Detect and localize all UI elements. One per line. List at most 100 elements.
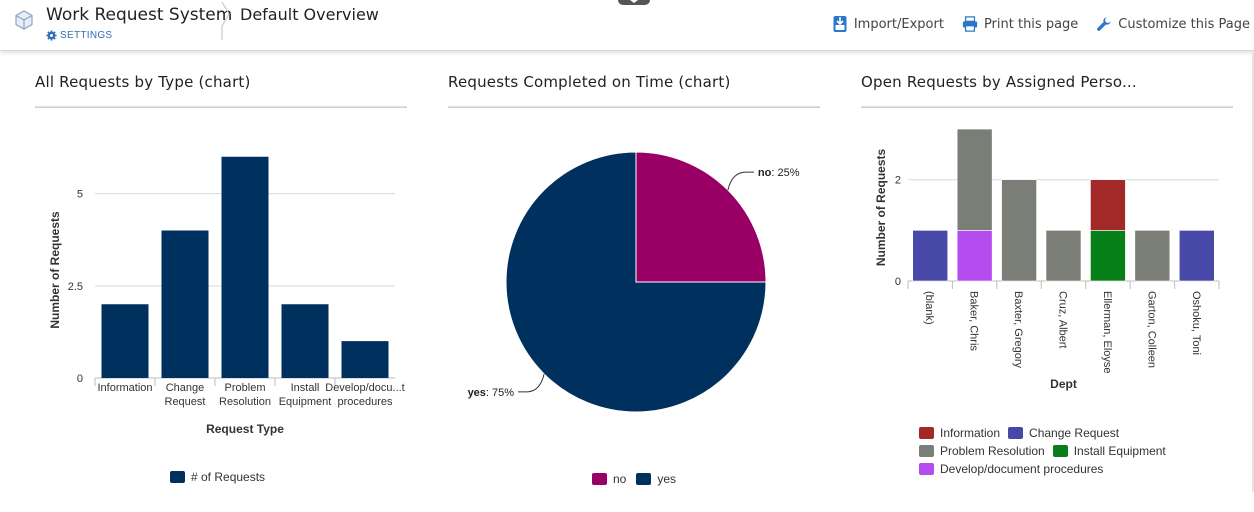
legend-label: yes <box>657 472 677 486</box>
collapse-header-tab[interactable] <box>618 0 650 5</box>
chart-legend: Information Change Request Problem Resolut… <box>919 426 1219 476</box>
x-tick-label: Problem <box>225 382 266 394</box>
legend-swatch <box>919 427 934 439</box>
chart-completed-on-time: no: 25% yes: 75% <box>468 151 800 413</box>
bar-segment <box>956 128 993 231</box>
x-tick-label: Ellerman, Eloyse <box>1101 291 1113 374</box>
chart-legend: no yes <box>592 472 676 486</box>
bar <box>341 341 389 378</box>
x-tick-label: Equipment <box>279 396 332 408</box>
bar <box>101 304 149 378</box>
panel-title: All Requests by Type (chart) <box>35 73 251 91</box>
x-tick-label: Develop/docu...t <box>325 382 405 394</box>
app-title[interactable]: Work Request System <box>46 5 233 25</box>
y-tick-label: 2.5 <box>68 281 83 293</box>
pie-label-name: yes <box>468 387 486 399</box>
pie-label-percent: : 75% <box>486 387 514 399</box>
legend-label: Information <box>940 426 1001 440</box>
pie-slice <box>635 151 767 283</box>
import-export-icon <box>833 16 847 32</box>
settings-label: SETTINGS <box>60 30 113 41</box>
wrench-icon <box>1097 17 1111 31</box>
bar-segment <box>1001 179 1037 282</box>
legend-item[interactable]: yes <box>636 472 676 486</box>
import-export-button[interactable]: Import/Export <box>832 15 944 33</box>
x-axis-title: Dept <box>1050 377 1077 391</box>
x-tick-label: Cruz, Albert <box>1057 291 1069 348</box>
bar-segment <box>1045 230 1082 282</box>
scrollbar-track[interactable] <box>1252 52 1254 492</box>
panel-title: Requests Completed on Time (chart) <box>448 73 731 91</box>
x-tick-label: procedures <box>337 396 393 408</box>
legend-swatch <box>170 471 185 483</box>
panel-title: Open Requests by Assigned Perso... <box>861 73 1137 91</box>
legend-label: Change Request <box>1029 426 1120 440</box>
panel-divider <box>448 106 820 108</box>
panel-requests-by-type: All Requests by Type (chart) 0 2.5 5 Inform… <box>35 52 407 492</box>
bar-segment <box>1178 230 1215 282</box>
customize-page-label: Customize this Page <box>1118 16 1250 32</box>
x-tick-label: Oshoku, Toni <box>1190 291 1202 355</box>
x-tick-label: Baker, Chris <box>968 291 980 351</box>
x-tick-label: Garton, Colleen <box>1145 291 1157 368</box>
legend-item[interactable]: Information <box>919 426 1000 440</box>
bar-segment <box>912 230 949 282</box>
panel-open-by-person: Open Requests by Assigned Perso... 0 2 (bl… <box>861 52 1233 492</box>
legend-swatch <box>919 445 934 457</box>
x-tick-label: Baxter, Gregory <box>1012 291 1024 369</box>
x-axis-title: Request Type <box>206 422 284 436</box>
bar <box>221 156 269 378</box>
y-tick-label: 5 <box>77 189 83 201</box>
pie-data-label: no: 25% <box>758 167 800 179</box>
y-axis-title: Number of Requests <box>48 211 62 329</box>
y-axis-title: Number of Requests <box>874 149 888 267</box>
legend-item[interactable]: no <box>592 472 626 486</box>
settings-link[interactable]: SETTINGS <box>46 30 112 41</box>
x-tick-label: Install <box>291 382 320 394</box>
bar-segment <box>1090 179 1126 231</box>
page-header: Work Request System SETTINGS Default Ove… <box>0 0 1254 51</box>
breadcrumb-separator <box>221 2 230 40</box>
panel-completed-on-time: Requests Completed on Time (chart) no: 2… <box>448 52 820 492</box>
legend-label: # of Requests <box>191 470 266 484</box>
app-cube-icon[interactable] <box>13 9 35 31</box>
pie-label-percent: : 25% <box>771 167 799 179</box>
legend-swatch <box>592 473 607 485</box>
customize-page-button[interactable]: Customize this Page <box>1096 15 1250 33</box>
y-tick-label: 0 <box>77 373 83 385</box>
bar-segment <box>1090 230 1126 282</box>
panel-divider <box>861 106 1233 108</box>
legend-item[interactable]: Change Request <box>1008 426 1119 440</box>
legend-swatch <box>1052 445 1068 457</box>
x-tick-label: Request <box>165 396 206 408</box>
pie-data-label: yes: 75% <box>468 387 515 399</box>
page-title: Default Overview <box>240 5 379 24</box>
legend-item[interactable]: Problem Resolution <box>919 444 1045 458</box>
x-tick-label: Information <box>97 382 152 394</box>
pie-label-connector <box>727 171 754 191</box>
y-tick-label: 2 <box>895 175 901 187</box>
y-tick-label: 0 <box>895 276 901 288</box>
legend-label: Install Equipment <box>1073 444 1166 458</box>
legend-label: Problem Resolution <box>940 444 1045 458</box>
header-actions: Import/Export Print this page Customize … <box>832 15 1250 33</box>
legend-item[interactable]: Install Equipment <box>1052 444 1166 458</box>
gear-icon <box>46 30 57 41</box>
print-page-label: Print this page <box>983 16 1079 32</box>
pie-label-connector <box>518 373 545 393</box>
bar <box>161 230 209 378</box>
pie-slice <box>505 151 767 413</box>
bar-segment <box>956 230 993 282</box>
x-tick-label: Change <box>166 382 205 394</box>
panel-divider <box>35 106 407 108</box>
bar-segment <box>1134 230 1171 282</box>
legend-item[interactable]: # of Requests <box>170 470 265 484</box>
print-page-button[interactable]: Print this page <box>962 15 1078 33</box>
legend-item[interactable]: Develop/document procedures <box>919 462 1103 476</box>
legend-swatch <box>636 473 652 485</box>
chart-requests-by-type: 0 2.5 5 Information Change Request Problem Reso… <box>48 156 405 436</box>
legend-label: no <box>613 472 627 486</box>
pie-label-name: no <box>758 167 772 179</box>
x-tick-label: (blank) <box>923 291 935 325</box>
chart-open-by-person: 0 2 (blank) Baker, Chris Baxter, Gregory Cruz… <box>874 128 1220 391</box>
